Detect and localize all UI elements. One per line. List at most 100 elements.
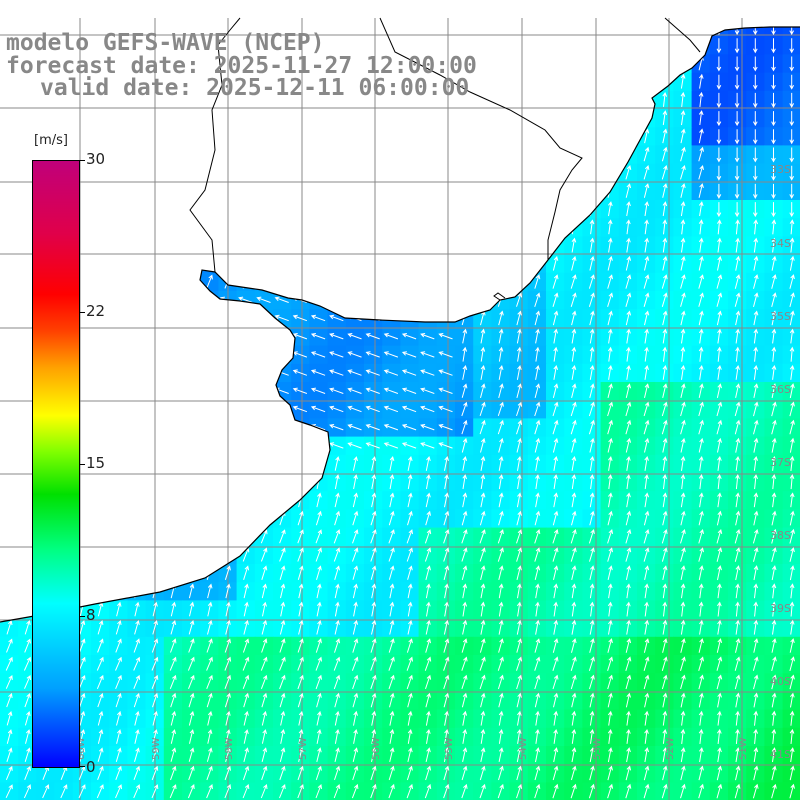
wind-arrow [110, 369, 126, 376]
wind-arrow [698, 165, 704, 180]
wind-arrow [462, 619, 468, 635]
wind-arrow [110, 387, 126, 394]
wind-arrow [735, 601, 740, 617]
wind-arrow [680, 110, 686, 126]
wind-arrow [698, 710, 704, 726]
wind-arrow [753, 346, 759, 362]
wind-arrow [534, 401, 541, 417]
wind-arrow [298, 747, 304, 763]
wind-arrow [316, 492, 322, 508]
wind-arrow [406, 547, 413, 562]
wind-arrow [661, 37, 668, 53]
wind-arrow [789, 528, 795, 544]
wind-arrow [716, 783, 723, 799]
wind-cell [254, 218, 274, 237]
wind-arrow [297, 692, 304, 708]
border-line [189, 17, 241, 273]
wind-arrow [789, 565, 795, 581]
wind-cell [236, 363, 256, 383]
wind-arrow [771, 328, 777, 344]
wind-cell [455, 236, 474, 256]
wind-arrow [334, 565, 340, 580]
wind-arrow [717, 364, 722, 380]
wind-arrow [662, 455, 668, 471]
wind-arrow [406, 274, 413, 289]
wind-arrow [626, 91, 631, 107]
wind-arrow [753, 401, 759, 417]
wind-arrow [165, 387, 180, 394]
wind-arrow [570, 274, 577, 289]
wind-arrow [644, 219, 649, 235]
wind-arrow [238, 424, 253, 431]
wind-arrow [644, 128, 650, 144]
wind-arrow [170, 620, 177, 635]
wind-arrow [206, 510, 213, 526]
wind-arrow [588, 419, 595, 435]
wind-cell [163, 363, 183, 383]
wind-cell [0, 363, 19, 383]
wind-arrow [401, 387, 417, 394]
wind-arrow [625, 401, 632, 417]
wind-arrow [789, 129, 795, 145]
wind-arrow [388, 128, 395, 144]
wind-arrow [789, 328, 795, 344]
wind-arrow [170, 729, 177, 744]
wind-arrow [698, 310, 704, 326]
wind-arrow [280, 474, 286, 490]
wind-arrow [333, 529, 341, 544]
wind-arrow [407, 692, 413, 708]
wind-arrow [571, 346, 577, 362]
wind-cell [91, 236, 110, 256]
wind-arrow [571, 110, 577, 126]
wind-arrow [497, 27, 504, 34]
wind-arrow [589, 219, 595, 235]
wind-cell [509, 254, 529, 274]
wind-cell [127, 582, 147, 601]
wind-arrow [498, 728, 504, 744]
wind-arrow [461, 165, 468, 180]
wind-arrow [165, 369, 180, 376]
wind-cell [364, 127, 383, 146]
wind-arrow [128, 424, 144, 431]
wind-arrow [279, 529, 286, 544]
wind-arrow [206, 674, 213, 689]
wind-arrow [133, 565, 140, 580]
wind-arrow [383, 424, 399, 431]
wind-arrow [589, 310, 595, 326]
wind-cell [163, 382, 183, 401]
wind-arrow [79, 729, 86, 744]
wind-arrow [316, 219, 322, 235]
wind-arrow [169, 529, 177, 544]
wind-arrow [1, 333, 16, 340]
wind-arrow [170, 456, 177, 471]
wind-arrow [406, 656, 413, 671]
wind-arrow [443, 674, 450, 690]
wind-arrow [333, 146, 341, 162]
wind-arrow [480, 255, 486, 271]
wind-arrow [644, 747, 650, 763]
wind-cell [291, 127, 310, 146]
wind-arrow [553, 601, 558, 617]
wind-arrow [626, 346, 631, 362]
wind-arrow [78, 656, 86, 671]
wind-arrow [789, 710, 795, 726]
wind-cell [163, 564, 183, 583]
wind-arrow [643, 656, 650, 671]
wind-arrow [553, 492, 559, 508]
wind-arrow [383, 351, 399, 358]
wind-arrow [534, 146, 541, 162]
wind-arrow [207, 619, 213, 635]
wind-arrow [771, 165, 776, 181]
wind-arrow [553, 619, 559, 635]
wind-arrow [462, 328, 468, 344]
wind-arrow [424, 274, 432, 289]
wind-cell [200, 181, 219, 201]
wind-cell [72, 109, 92, 128]
wind-arrow [570, 656, 577, 671]
wind-cell [473, 27, 492, 37]
wind-arrow [23, 656, 31, 671]
wind-cell [127, 181, 147, 201]
wind-arrow [771, 492, 777, 508]
wind-arrow [170, 219, 177, 235]
wind-cell [382, 181, 401, 201]
